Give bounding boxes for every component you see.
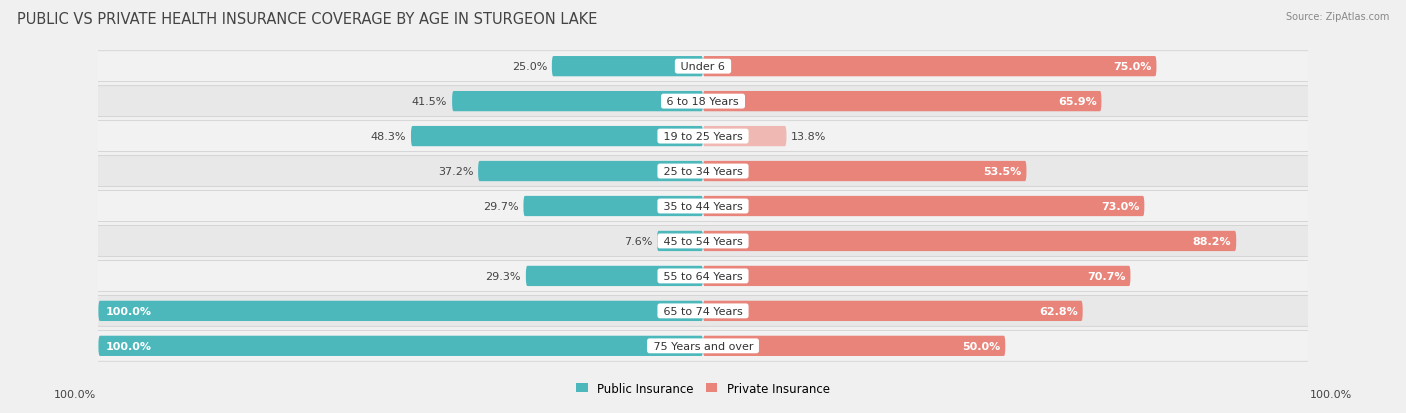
Text: 7.6%: 7.6% [624,236,652,247]
Text: 75 Years and over: 75 Years and over [650,341,756,351]
FancyBboxPatch shape [90,191,1316,222]
Text: 75.0%: 75.0% [1114,62,1152,72]
Legend: Public Insurance, Private Insurance: Public Insurance, Private Insurance [572,378,834,399]
FancyBboxPatch shape [90,52,1316,82]
Text: 48.3%: 48.3% [371,132,406,142]
Text: 55 to 64 Years: 55 to 64 Years [659,271,747,281]
Text: 100.0%: 100.0% [105,306,152,316]
FancyBboxPatch shape [703,301,1083,321]
Text: 73.0%: 73.0% [1101,202,1139,211]
FancyBboxPatch shape [98,336,703,356]
FancyBboxPatch shape [478,161,703,182]
Text: 100.0%: 100.0% [53,389,96,399]
FancyBboxPatch shape [703,127,786,147]
Text: 25 to 34 Years: 25 to 34 Years [659,166,747,177]
Text: 62.8%: 62.8% [1039,306,1078,316]
Text: 53.5%: 53.5% [983,166,1022,177]
Text: 19 to 25 Years: 19 to 25 Years [659,132,747,142]
Text: Under 6: Under 6 [678,62,728,72]
Text: 70.7%: 70.7% [1087,271,1126,281]
Text: 100.0%: 100.0% [105,341,152,351]
FancyBboxPatch shape [453,92,703,112]
Text: 65.9%: 65.9% [1057,97,1097,107]
FancyBboxPatch shape [703,197,1144,216]
Text: 13.8%: 13.8% [792,132,827,142]
Text: 50.0%: 50.0% [962,341,1001,351]
FancyBboxPatch shape [90,331,1316,361]
FancyBboxPatch shape [703,92,1101,112]
FancyBboxPatch shape [90,226,1316,257]
Text: 29.3%: 29.3% [485,271,522,281]
FancyBboxPatch shape [90,87,1316,117]
Text: 100.0%: 100.0% [1310,389,1353,399]
Text: 45 to 54 Years: 45 to 54 Years [659,236,747,247]
FancyBboxPatch shape [523,197,703,216]
Text: 35 to 44 Years: 35 to 44 Years [659,202,747,211]
FancyBboxPatch shape [526,266,703,286]
FancyBboxPatch shape [551,57,703,77]
Text: 29.7%: 29.7% [484,202,519,211]
FancyBboxPatch shape [703,57,1156,77]
Text: 41.5%: 41.5% [412,97,447,107]
FancyBboxPatch shape [90,121,1316,152]
FancyBboxPatch shape [703,336,1005,356]
FancyBboxPatch shape [98,301,703,321]
FancyBboxPatch shape [90,156,1316,187]
FancyBboxPatch shape [90,261,1316,292]
FancyBboxPatch shape [411,127,703,147]
FancyBboxPatch shape [90,296,1316,326]
Text: PUBLIC VS PRIVATE HEALTH INSURANCE COVERAGE BY AGE IN STURGEON LAKE: PUBLIC VS PRIVATE HEALTH INSURANCE COVER… [17,12,598,27]
FancyBboxPatch shape [703,161,1026,182]
FancyBboxPatch shape [703,266,1130,286]
Text: Source: ZipAtlas.com: Source: ZipAtlas.com [1285,12,1389,22]
Text: 25.0%: 25.0% [512,62,547,72]
FancyBboxPatch shape [657,231,703,252]
Text: 6 to 18 Years: 6 to 18 Years [664,97,742,107]
Text: 37.2%: 37.2% [437,166,474,177]
FancyBboxPatch shape [703,231,1236,252]
Text: 65 to 74 Years: 65 to 74 Years [659,306,747,316]
Text: 88.2%: 88.2% [1192,236,1232,247]
